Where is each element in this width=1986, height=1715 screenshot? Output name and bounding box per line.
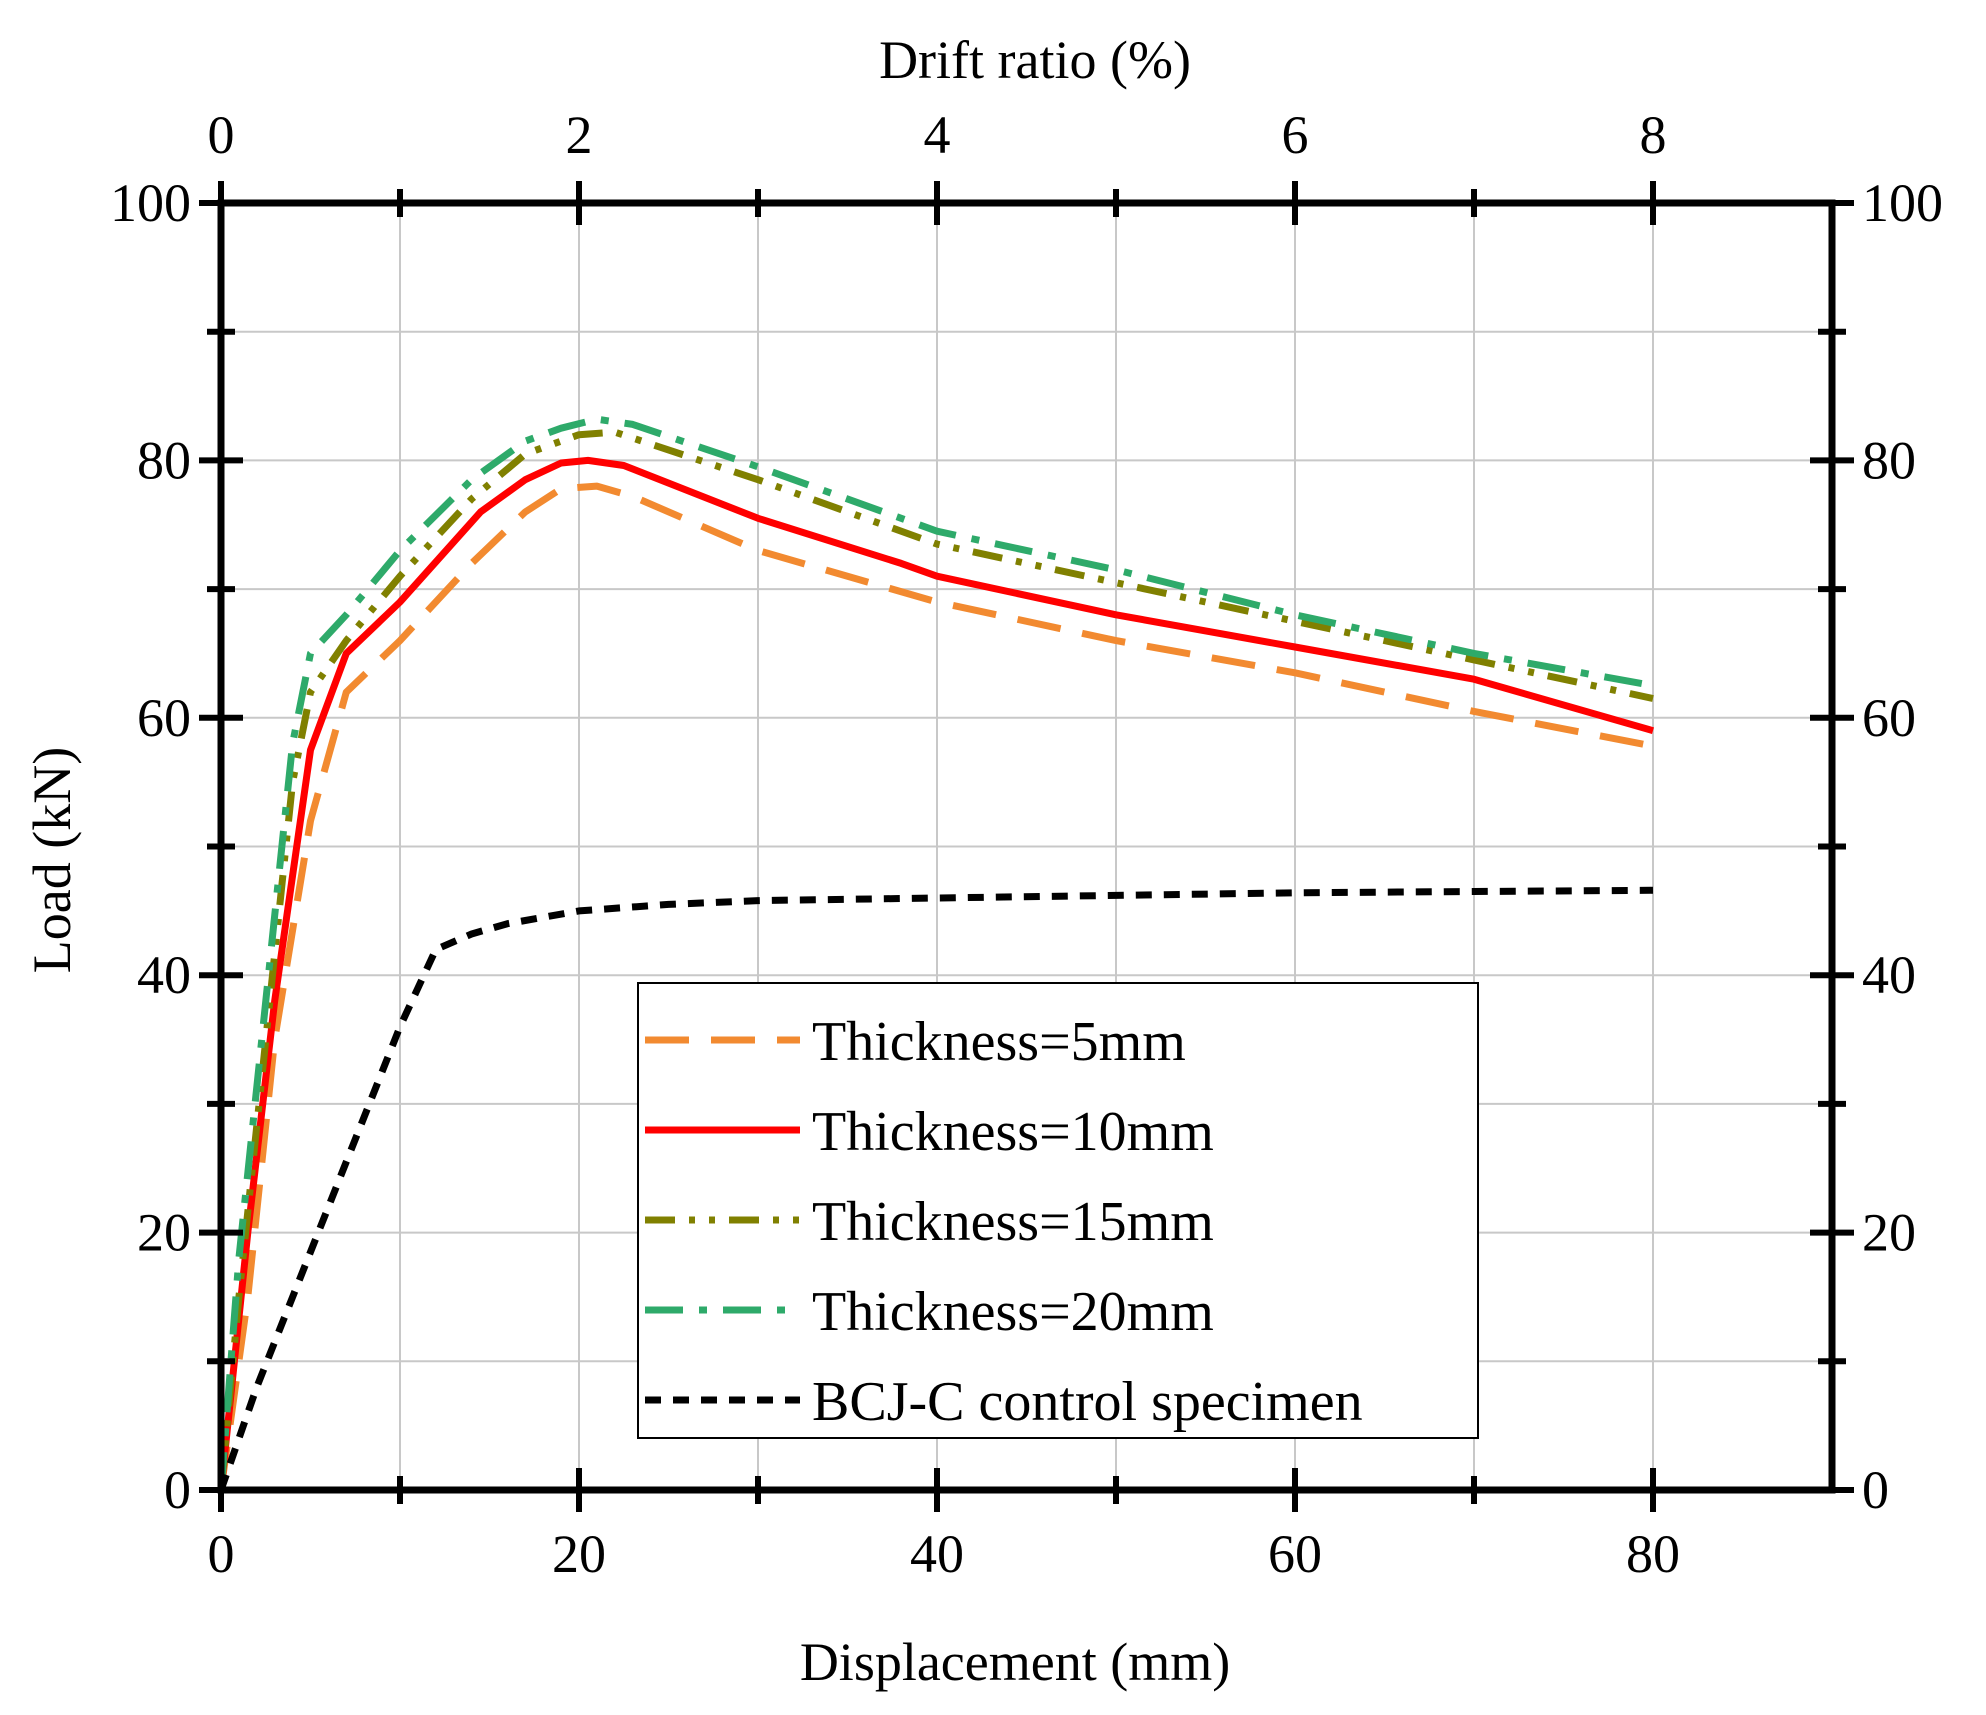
- legend-box: [637, 982, 1479, 1439]
- legend-label-4: Thickness=20mm: [812, 1281, 1214, 1343]
- right-tick-label-0: 0: [1862, 1460, 1889, 1520]
- legend-label-1: Thickness=5mm: [812, 1011, 1186, 1073]
- y-tick-label-40: 40: [137, 945, 191, 1005]
- series-line-4: [217, 415, 1654, 1491]
- x-tick-label-40: 40: [910, 1524, 964, 1584]
- y-tick-label-100: 100: [110, 173, 191, 233]
- legend-label-5: BCJ-C control specimen: [812, 1371, 1363, 1433]
- right-tick-label-100: 100: [1862, 173, 1943, 233]
- legend-label-2: Thickness=10mm: [812, 1101, 1214, 1163]
- right-tick-label-80: 80: [1862, 430, 1916, 490]
- top-tick-label-6: 6: [1282, 105, 1309, 165]
- top-tick-label-4: 4: [924, 105, 951, 165]
- series-line-1: [217, 482, 1654, 1491]
- legend-label-3: Thickness=15mm: [812, 1191, 1214, 1253]
- series-line-2: [217, 456, 1654, 1491]
- x-tick-label-80: 80: [1626, 1524, 1680, 1584]
- y-tick-label-80: 80: [137, 430, 191, 490]
- top-axis-label: Drift ratio (%): [879, 30, 1191, 90]
- x-axis-label: Displacement (mm): [800, 1632, 1230, 1692]
- x-tick-label-60: 60: [1268, 1524, 1322, 1584]
- right-tick-label-20: 20: [1862, 1203, 1916, 1263]
- top-tick-label-8: 8: [1640, 105, 1667, 165]
- y-tick-label-60: 60: [137, 688, 191, 748]
- y-axis-label: Load (kN): [22, 747, 82, 973]
- y-tick-label-0: 0: [164, 1460, 191, 1520]
- series-line-5: [217, 886, 1654, 1492]
- axis-ticks: [199, 181, 1854, 1512]
- x-tick-label-20: 20: [552, 1524, 606, 1584]
- legend: Thickness=5mm Thickness=10mm Thickness=15m…: [637, 982, 1479, 1439]
- right-tick-label-40: 40: [1862, 945, 1916, 1005]
- x-tick-label-0: 0: [208, 1524, 235, 1584]
- top-tick-label-0: 0: [208, 105, 235, 165]
- right-tick-label-60: 60: [1862, 688, 1916, 748]
- top-tick-label-2: 2: [566, 105, 593, 165]
- data-series: [217, 415, 1654, 1492]
- y-tick-label-20: 20: [137, 1203, 191, 1263]
